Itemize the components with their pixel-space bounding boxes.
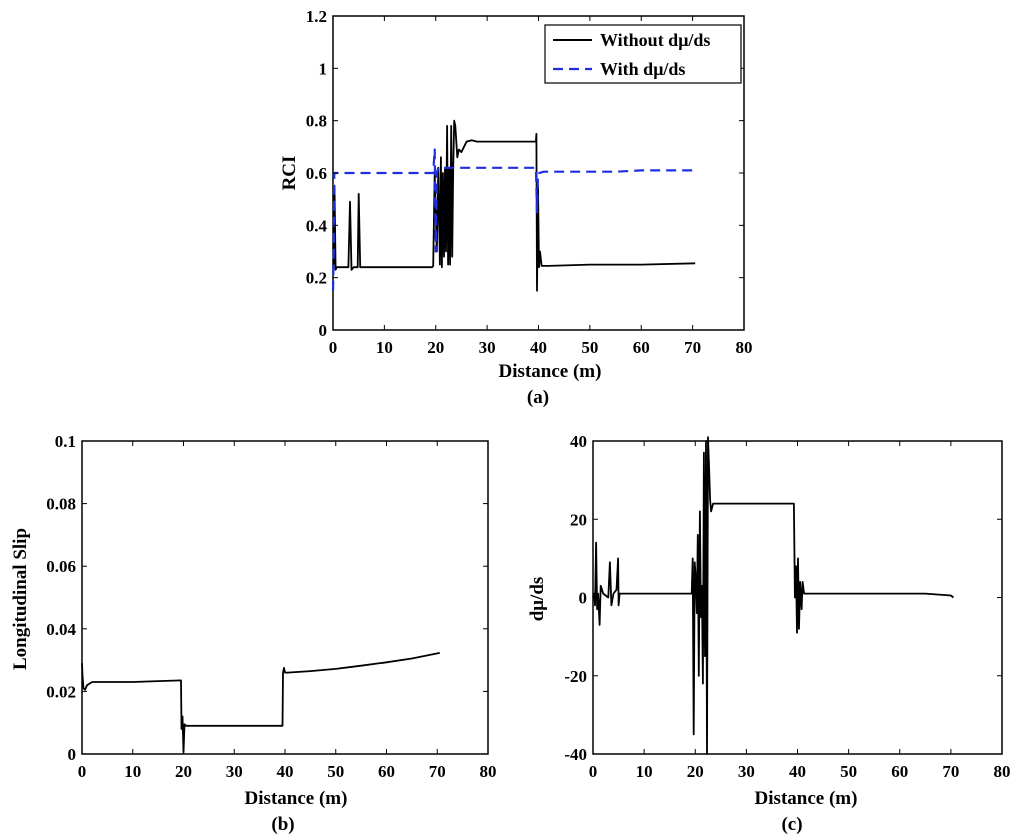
chart-c-x-tick-label: 20: [687, 762, 704, 781]
chart-a-y-tick-label: 0.4: [306, 216, 328, 235]
chart-b-x-tick-label: 60: [378, 762, 395, 781]
chart-b-y-tick-label: 0.08: [46, 495, 76, 514]
chart-c-y-axis-title: dμ/ds: [527, 577, 548, 622]
chart-c-x-tick-label: 60: [891, 762, 908, 781]
chart-b-x-tick-label: 0: [78, 762, 87, 781]
legend-label-with: With dμ/ds: [600, 59, 685, 79]
chart-a: 0 10 20 30 40 50 60 70 80 0 0.2 0.4 0.6 0.8 1 1.2 Dist…: [279, 7, 753, 408]
chart-b-y-axis-title: Longitudinal Slip: [10, 528, 31, 670]
chart-c-x-tick-label: 50: [840, 762, 857, 781]
chart-c-y-tick-label: 40: [570, 432, 587, 451]
chart-a-y-ticks: 0 0.2 0.4 0.6 0.8 1 1.2: [306, 7, 744, 340]
chart-a-y-tick-label: 1: [319, 59, 328, 78]
chart-a-x-tick-label: 40: [530, 338, 547, 357]
chart-a-y-tick-label: 0.6: [306, 164, 327, 183]
chart-a-x-tick-label: 0: [329, 338, 338, 357]
chart-a-x-ticks: 0 10 20 30 40 50 60 70 80: [329, 16, 753, 357]
chart-a-y-tick-label: 0: [319, 321, 328, 340]
chart-b-y-tick-label: 0.06: [46, 557, 76, 576]
chart-b-y-tick-label: 0: [68, 745, 77, 764]
chart-c-series-0-line: [592, 436, 954, 755]
chart-c-x-tick-label: 10: [636, 762, 653, 781]
chart-b-x-tick-label: 20: [175, 762, 192, 781]
chart-b-x-axis-title: Distance (m): [245, 788, 348, 809]
chart-c-x-tick-label: 70: [942, 762, 959, 781]
chart-a-x-tick-label: 60: [633, 338, 650, 357]
chart-b-x-tick-label: 50: [327, 762, 344, 781]
chart-c-series-group: [592, 436, 954, 755]
chart-b-x-tick-label: 40: [277, 762, 294, 781]
chart-c-y-tick-label: -40: [564, 745, 587, 764]
chart-c-y-tick-label: -20: [564, 667, 587, 686]
chart-c-x-tick-label: 80: [994, 762, 1011, 781]
chart-a-x-tick-label: 50: [581, 338, 598, 357]
chart-a-x-tick-label: 20: [427, 338, 444, 357]
legend-label-without: Without dμ/ds: [600, 30, 710, 50]
chart-b-x-tick-label: 70: [429, 762, 446, 781]
chart-a-x-tick-label: 30: [479, 338, 496, 357]
chart-b-y-tick-label: 0.02: [46, 682, 76, 701]
chart-a-x-tick-label: 70: [684, 338, 701, 357]
chart-b-plot-area: [81, 440, 489, 755]
chart-a-legend: Without dμ/ds With dμ/ds: [544, 24, 742, 84]
chart-b-x-tick-label: 10: [124, 762, 141, 781]
chart-b-y-tick-label: 0.1: [55, 432, 76, 451]
chart-c-x-tick-label: 0: [589, 762, 598, 781]
chart-b-caption: (b): [271, 814, 294, 835]
chart-c-y-tick-label: 20: [570, 510, 587, 529]
chart-a-y-tick-label: 0.8: [306, 112, 327, 131]
chart-a-series-0-line: [332, 119, 696, 292]
chart-b-x-tick-label: 30: [226, 762, 243, 781]
legend-box: [544, 24, 742, 84]
chart-b: 0 10 20 30 40 50 60 70 80 0 0.02 0.04 0.06 0.08 0.1 D…: [10, 432, 497, 835]
chart-c-x-tick-label: 30: [738, 762, 755, 781]
chart-a-series-group: [331, 119, 696, 292]
chart-b-y-ticks: 0 0.02 0.04 0.06 0.08 0.1: [46, 432, 488, 764]
chart-a-x-axis-title: Distance (m): [499, 361, 602, 382]
chart-c-x-ticks: 0 10 20 30 40 50 60 70 80: [589, 441, 1011, 781]
chart-a-y-axis-title: RCI: [279, 156, 300, 191]
chart-a-x-tick-label: 80: [736, 338, 753, 357]
chart-c-y-ticks: -40 -20 0 20 40: [564, 432, 1002, 764]
chart-a-x-tick-label: 10: [376, 338, 393, 357]
chart-b-series-0-line: [81, 652, 440, 754]
chart-a-y-tick-label: 0.2: [306, 269, 327, 288]
chart-b-x-tick-label: 80: [480, 762, 497, 781]
chart-b-y-tick-label: 0.04: [46, 620, 76, 639]
chart-c-caption: (c): [781, 814, 802, 835]
chart-b-x-ticks: 0 10 20 30 40 50 60 70 80: [78, 441, 497, 781]
chart-c-x-tick-label: 40: [789, 762, 806, 781]
chart-a-caption: (a): [527, 387, 549, 408]
chart-a-y-tick-label: 1.2: [306, 7, 327, 26]
chart-c: 0 10 20 30 40 50 60 70 80 -40 -20 0 20 40 Distance (…: [527, 432, 1011, 835]
chart-c-y-tick-label: 0: [579, 589, 588, 608]
chart-a-series-1-line: [331, 148, 696, 291]
chart-c-x-axis-title: Distance (m): [755, 788, 858, 809]
chart-b-series-group: [81, 652, 440, 754]
